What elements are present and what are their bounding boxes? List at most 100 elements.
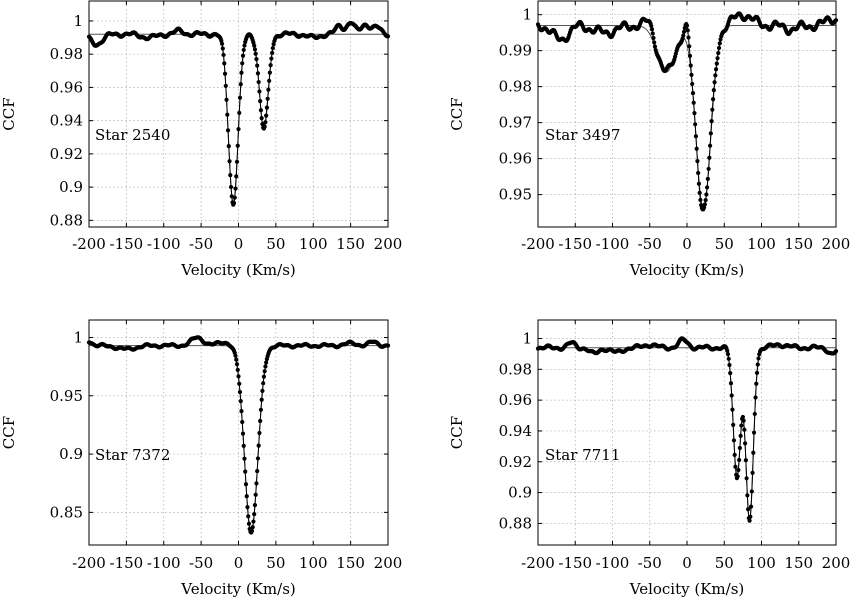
y-axis-label: CCF	[0, 416, 18, 449]
data-point	[684, 23, 690, 28]
data-point	[710, 97, 716, 102]
data-point	[258, 108, 264, 113]
data-point	[737, 445, 742, 451]
data-point	[257, 89, 262, 94]
x-tick-label: -150	[558, 235, 592, 253]
x-tick-label: -150	[110, 235, 144, 253]
data-point	[269, 56, 274, 61]
data-point	[255, 456, 261, 461]
x-tick-label: 200	[822, 235, 851, 253]
x-tick-label: 0	[682, 554, 692, 572]
x-tick-label: -200	[521, 554, 555, 572]
data-point	[689, 72, 694, 77]
data-point	[743, 441, 748, 446]
x-tick-label: 150	[784, 554, 813, 572]
data-point	[255, 63, 260, 68]
data-point	[725, 348, 730, 353]
data-point	[697, 190, 702, 195]
data-point	[741, 418, 746, 423]
data-point	[252, 43, 257, 48]
data-point	[253, 51, 258, 56]
data-point	[750, 470, 755, 475]
data-point	[262, 124, 267, 129]
data-point	[685, 28, 690, 33]
x-tick-label: -200	[72, 235, 106, 253]
data-point	[742, 427, 747, 432]
observed-points	[535, 336, 839, 523]
data-point	[687, 53, 693, 58]
data-point	[696, 170, 701, 176]
y-axis-label: CCF	[448, 97, 466, 130]
data-point	[227, 159, 232, 164]
data-point	[652, 40, 657, 45]
data-point	[708, 143, 713, 148]
data-point	[219, 41, 225, 46]
x-tick-label: -50	[189, 235, 213, 253]
data-point	[649, 27, 655, 32]
star-label: Star 3497	[545, 126, 620, 144]
data-point	[713, 73, 718, 78]
data-point	[239, 70, 244, 75]
y-tick-label: 0.98	[499, 360, 532, 378]
ccf-panel-4: -200 -150 -100 -50 0 50 100 150 200 1 0.98 0.96 0.94…	[448, 319, 851, 598]
data-point	[649, 23, 654, 28]
plot-frame	[537, 319, 837, 546]
data-point	[267, 78, 272, 83]
data-point	[244, 494, 249, 499]
data-point	[270, 45, 275, 51]
ccf-panel-1: -200 -150 -100 -50 0 50 100 150 200 1 0.98 0.96 0.94…	[0, 0, 403, 279]
data-point	[718, 37, 723, 42]
data-point	[727, 362, 732, 368]
data-point	[748, 514, 753, 519]
data-point	[235, 143, 240, 148]
data-point	[730, 407, 735, 412]
data-point	[256, 443, 261, 448]
data-point	[243, 482, 249, 487]
x-tick-label: 0	[234, 235, 244, 253]
data-point	[681, 29, 687, 34]
data-point	[725, 352, 731, 357]
y-tick-label: 0.96	[50, 78, 83, 96]
data-point	[728, 381, 734, 386]
data-point	[751, 450, 756, 455]
data-point	[270, 50, 275, 55]
data-point	[726, 356, 731, 361]
data-point	[714, 61, 719, 66]
data-point	[754, 381, 759, 386]
data-point	[249, 528, 255, 534]
data-point	[698, 197, 703, 203]
data-point	[711, 88, 716, 93]
y-tick-label: 0.94	[499, 422, 532, 440]
x-axis-label: Velocity (Km/s)	[629, 580, 745, 598]
x-tick-label: 100	[747, 554, 776, 572]
data-point	[252, 512, 257, 517]
x-tick-label: 200	[374, 235, 403, 253]
data-point	[239, 409, 244, 414]
data-point	[688, 63, 693, 68]
data-point	[222, 71, 228, 76]
data-point	[710, 107, 715, 112]
data-point	[238, 399, 243, 404]
data-point	[233, 353, 238, 358]
data-point	[241, 47, 246, 53]
x-tick-label: -150	[110, 554, 144, 572]
data-point	[223, 83, 228, 89]
x-tick-label: 0	[234, 554, 244, 572]
x-tick-label: 200	[822, 554, 851, 572]
x-tick-label: 150	[336, 235, 365, 253]
data-point	[240, 431, 246, 436]
data-point	[693, 134, 699, 139]
y-tick-label: 0.85	[50, 503, 83, 521]
data-point	[715, 56, 720, 61]
data-point	[246, 514, 251, 519]
data-point	[686, 35, 691, 40]
data-point	[259, 116, 264, 121]
data-point	[705, 176, 710, 181]
data-point	[265, 96, 270, 101]
data-point	[243, 469, 248, 474]
data-point	[256, 79, 261, 85]
data-point	[745, 493, 750, 498]
data-point	[234, 357, 239, 362]
x-tick-label: -100	[596, 235, 630, 253]
data-point	[751, 430, 757, 435]
